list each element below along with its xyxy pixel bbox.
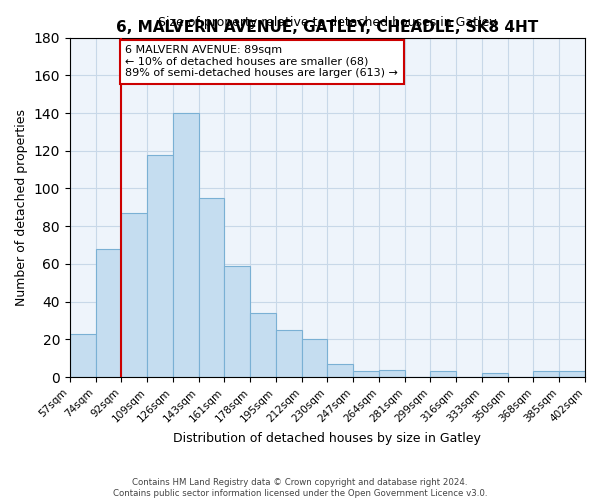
Bar <box>147 154 173 377</box>
X-axis label: Distribution of detached houses by size in Gatley: Distribution of detached houses by size … <box>173 432 481 445</box>
Bar <box>199 198 224 377</box>
Bar <box>353 372 379 377</box>
Bar <box>328 364 353 377</box>
Bar <box>70 334 95 377</box>
Bar <box>302 340 328 377</box>
Bar <box>173 113 199 377</box>
Bar <box>276 330 302 377</box>
Bar <box>379 370 404 377</box>
Bar <box>95 249 121 377</box>
Text: 6 MALVERN AVENUE: 89sqm
← 10% of detached houses are smaller (68)
89% of semi-de: 6 MALVERN AVENUE: 89sqm ← 10% of detache… <box>125 45 398 78</box>
Title: 6, MALVERN AVENUE, GATLEY, CHEADLE, SK8 4HT: 6, MALVERN AVENUE, GATLEY, CHEADLE, SK8 … <box>116 20 539 35</box>
Text: Contains HM Land Registry data © Crown copyright and database right 2024.
Contai: Contains HM Land Registry data © Crown c… <box>113 478 487 498</box>
Bar <box>533 372 559 377</box>
Bar <box>559 372 585 377</box>
Bar <box>482 374 508 377</box>
Bar <box>250 313 276 377</box>
Text: Size of property relative to detached houses in Gatley: Size of property relative to detached ho… <box>158 16 497 29</box>
Bar <box>224 266 250 377</box>
Bar <box>430 372 456 377</box>
Bar <box>121 213 147 377</box>
Y-axis label: Number of detached properties: Number of detached properties <box>15 109 28 306</box>
